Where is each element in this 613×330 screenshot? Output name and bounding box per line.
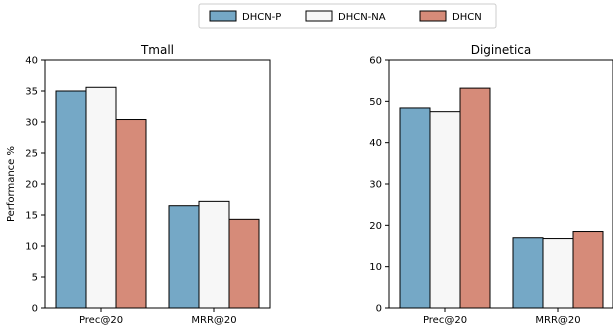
bar-dhcn-mrr-20 xyxy=(228,218,260,309)
bar-dhcn-p-prec-20 xyxy=(399,107,431,309)
y-tick-label: 15 xyxy=(25,211,38,222)
y-tick-label: 20 xyxy=(369,221,382,232)
y-tick-label: 0 xyxy=(32,304,38,315)
chart-panel-tmall: 0 5 10 15 20 25 30 35 40 Prec@20 MRR@20 Tmall Perfor… xyxy=(6,43,271,326)
legend-swatch-dhcn xyxy=(419,10,447,22)
legend: DHCN-P DHCN-NA DHCN xyxy=(198,3,497,29)
x-tick-label-prec-20: Prec@20 xyxy=(423,315,467,326)
y-tick-label: 30 xyxy=(369,180,382,191)
bar-dhcn-na-mrr-20 xyxy=(198,200,230,309)
chart-title: Tmall xyxy=(140,43,174,57)
bar-dhcn-na-prec-20 xyxy=(429,111,461,309)
legend-label-dhcn-p: DHCN-P xyxy=(242,12,281,23)
bar-dhcn-na-prec-20 xyxy=(85,86,117,309)
chart-panel-diginetica: 0 10 20 30 40 50 60 Prec@20 MRR@20 Diginetica xyxy=(369,43,613,326)
bar-dhcn-p-prec-20 xyxy=(55,90,87,309)
x-tick-label-mrr-20: MRR@20 xyxy=(191,315,236,326)
y-tick-label: 5 xyxy=(32,273,38,284)
y-tick-label: 0 xyxy=(376,304,382,315)
bar-dhcn-p-mrr-20 xyxy=(512,237,544,309)
legend-swatch-dhcn-p xyxy=(209,10,237,22)
y-tick-label: 30 xyxy=(25,118,38,129)
y-tick-label: 60 xyxy=(369,56,382,67)
y-tick-label: 10 xyxy=(369,262,382,273)
y-tick-label: 40 xyxy=(25,56,38,67)
y-tick-label: 25 xyxy=(25,149,38,160)
chart-title: Diginetica xyxy=(471,43,532,57)
bar-dhcn-prec-20 xyxy=(115,119,147,309)
bar-dhcn-na-mrr-20 xyxy=(542,238,574,309)
y-tick-label: 35 xyxy=(25,87,38,98)
y-tick-label: 50 xyxy=(369,97,382,108)
y-axis-label: Performance % xyxy=(6,146,17,222)
legend-label-dhcn: DHCN xyxy=(452,12,482,23)
y-tick-label: 40 xyxy=(369,138,382,149)
y-tick-label: 20 xyxy=(25,180,38,191)
y-tick-label: 10 xyxy=(25,242,38,253)
legend-label-dhcn-na: DHCN-NA xyxy=(338,12,386,23)
x-tick-label-mrr-20: MRR@20 xyxy=(535,315,580,326)
x-tick-label-prec-20: Prec@20 xyxy=(79,315,123,326)
bar-dhcn-prec-20 xyxy=(459,87,491,309)
legend-swatch-dhcn-na xyxy=(305,10,333,22)
bar-dhcn-mrr-20 xyxy=(572,231,604,309)
bar-dhcn-p-mrr-20 xyxy=(168,205,200,309)
legend-frame xyxy=(198,3,497,29)
